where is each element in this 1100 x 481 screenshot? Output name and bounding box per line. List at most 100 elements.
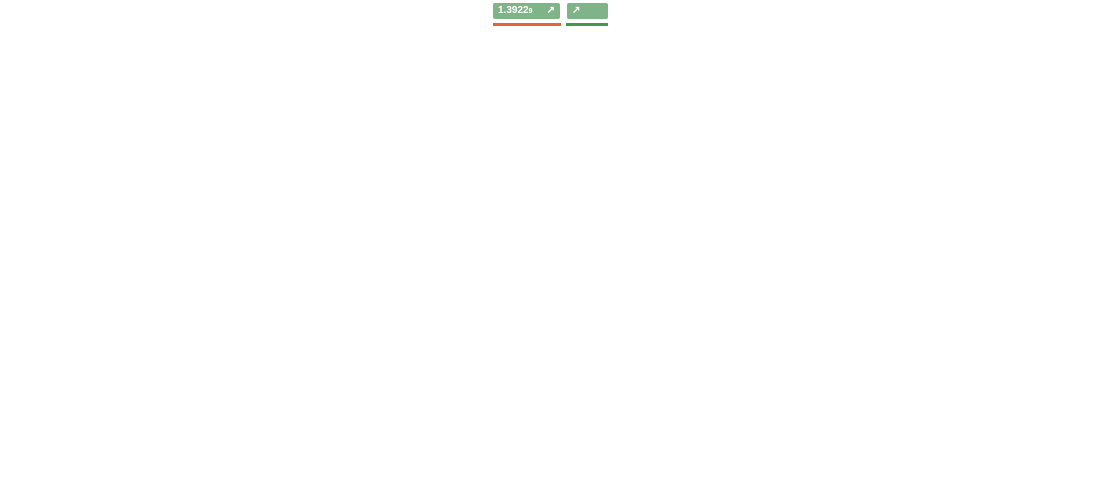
candle-body xyxy=(466,234,473,250)
candle-body xyxy=(554,227,561,254)
candle-body xyxy=(943,87,950,156)
candle-body xyxy=(89,274,96,288)
price-level-tag xyxy=(1058,54,1099,67)
candle-body xyxy=(39,317,46,364)
buy-button[interactable]: ↗ 1.39236 xyxy=(567,3,608,32)
x-tick-label: 01 Úno xyxy=(581,468,610,478)
candle-body xyxy=(541,217,548,254)
candle-body xyxy=(579,210,586,262)
timeframe-box[interactable] xyxy=(782,458,815,472)
candle-body xyxy=(592,261,599,275)
candle-body xyxy=(529,217,536,245)
price-level-label: 1.36340 xyxy=(1062,296,1095,306)
candle-body xyxy=(152,270,159,313)
candle-body xyxy=(353,270,360,275)
candle-body xyxy=(441,219,448,233)
candle-body xyxy=(906,151,913,165)
y-tick-label: 1.37027 xyxy=(1063,237,1096,247)
candle-body xyxy=(64,257,71,279)
candle-body xyxy=(403,266,410,269)
price-level-label: 1.39170 xyxy=(1062,55,1095,65)
candle-body xyxy=(830,138,837,156)
candle-body xyxy=(77,257,84,275)
current-price-label: 1.3923 xyxy=(1062,50,1090,60)
candle-body xyxy=(140,257,147,271)
x-tick-label: 15 Úno xyxy=(945,468,974,478)
y-tick-label: 1.35123 xyxy=(1063,399,1096,409)
x-tick-label: 10 Úno xyxy=(832,468,861,478)
price-level-tag xyxy=(1058,100,1099,113)
candle-body xyxy=(165,312,172,339)
candle-body xyxy=(981,40,988,71)
price-level-tag xyxy=(1058,197,1099,210)
candle-body xyxy=(705,263,712,269)
candle-body xyxy=(416,266,423,279)
zone-rectangle xyxy=(295,197,1057,211)
candle-body xyxy=(479,249,486,254)
trendline-upper xyxy=(0,125,931,241)
y-tick-label: 1.38455 xyxy=(1063,116,1096,126)
candle-body xyxy=(617,260,624,288)
x-tick-label: 22 Led xyxy=(330,468,358,478)
candle-body xyxy=(843,121,850,139)
price-level-tag xyxy=(1058,294,1099,307)
candle-body xyxy=(805,176,812,186)
candle-body xyxy=(604,260,611,275)
candle-body xyxy=(303,227,310,254)
ask-price: 1.3923 xyxy=(572,21,603,32)
y-tick-label: 1.38217 xyxy=(1063,136,1096,146)
y-tick-label: 1.37741 xyxy=(1063,176,1096,186)
candle-body xyxy=(278,253,285,271)
trendline-lower xyxy=(0,316,1009,436)
candle-body xyxy=(127,257,134,296)
candle-body xyxy=(717,255,724,269)
candle-body xyxy=(215,325,222,343)
x-tick-label: 19 Led xyxy=(217,468,245,478)
candle-body xyxy=(880,125,887,148)
sell-underline xyxy=(493,23,561,26)
candle-body xyxy=(654,272,661,292)
sell-button[interactable]: 1.39229 ↗ xyxy=(493,3,560,19)
candle-body xyxy=(2,431,8,441)
candle-body xyxy=(341,246,348,275)
y-tick-label: 1.34647 xyxy=(1063,439,1096,449)
candle-body xyxy=(818,155,825,177)
candle-body xyxy=(290,253,297,271)
x-tick-label: 16 Úno xyxy=(982,468,1011,478)
candle-body xyxy=(14,404,21,432)
x-tick-label: 25 Led xyxy=(381,468,409,478)
candle-body xyxy=(315,227,322,241)
candle-body xyxy=(855,121,862,135)
range-bracket xyxy=(1043,7,1049,93)
price-level-label: 1.37094 xyxy=(1062,232,1095,242)
candle-body xyxy=(931,155,938,169)
x-tick-label: 20 Led xyxy=(280,468,308,478)
candle-body xyxy=(516,234,523,245)
candle-body xyxy=(428,232,435,279)
candle-body xyxy=(190,359,197,377)
price-level-label: 1.38126 xyxy=(1062,144,1095,154)
candle-body xyxy=(567,210,574,228)
y-tick-label: 1.36551 xyxy=(1063,277,1096,287)
candle-body xyxy=(780,202,787,227)
candle-body xyxy=(680,304,687,347)
y-tick-label: 1.35837 xyxy=(1063,338,1096,348)
candle-body xyxy=(956,74,963,88)
candle-body xyxy=(265,253,272,279)
candle-body xyxy=(52,278,59,318)
candle-body xyxy=(994,40,1000,56)
candle-body xyxy=(240,300,247,313)
candle-body xyxy=(378,238,385,262)
timeframe: 2h xyxy=(793,460,803,470)
price-level-label: 1.37487 xyxy=(1062,198,1095,208)
candle-body xyxy=(366,238,373,271)
y-tick-label: 1.37979 xyxy=(1063,156,1096,166)
candle-body xyxy=(102,278,109,288)
candle-body xyxy=(177,338,184,360)
candle-body xyxy=(918,164,925,169)
y-tick-label: 1.36789 xyxy=(1063,257,1096,267)
x-tick-label: 04 Úno xyxy=(681,468,710,478)
price-level-tag xyxy=(1058,230,1099,243)
